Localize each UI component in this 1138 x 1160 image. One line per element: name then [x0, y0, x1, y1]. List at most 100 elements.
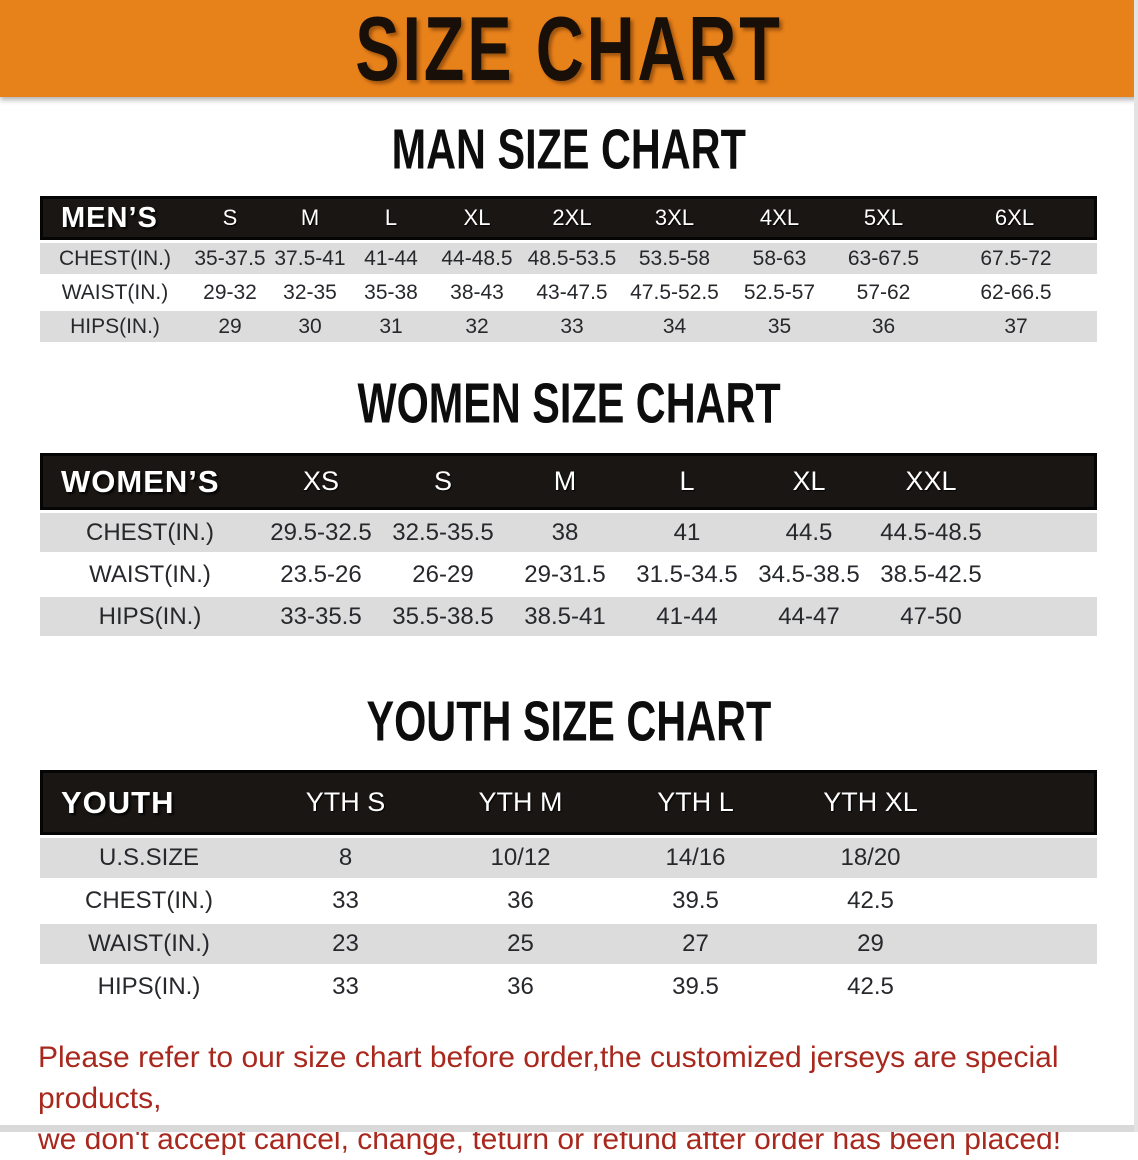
men-size-header: S	[190, 196, 270, 240]
disclaimer-note: Please refer to our size chart before or…	[38, 1037, 1102, 1160]
value-cell: 41	[626, 513, 748, 552]
youth-section-heading: YOUTH SIZE CHART	[0, 691, 1138, 752]
banner-title: SIZE CHART	[355, 0, 783, 100]
value-cell: 34	[622, 311, 727, 342]
men-size-table: MEN’S S M L XL 2XL 3XL 4XL 5XL 6XL CHEST(IN.) 35-37…	[40, 193, 1097, 345]
value-cell: 32.5-35.5	[382, 513, 504, 552]
women-section-heading-text: WOMEN SIZE CHART	[357, 371, 781, 435]
value-cell: 8	[258, 838, 433, 878]
men-size-header: 6XL	[935, 196, 1097, 240]
value-cell: 35	[727, 311, 832, 342]
women-size-header: L	[626, 453, 748, 510]
men-header-row: MEN’S S M L XL 2XL 3XL 4XL 5XL 6XL	[40, 196, 1097, 240]
men-size-header: 3XL	[622, 196, 727, 240]
women-size-header: S	[382, 453, 504, 510]
value-cell: 38	[504, 513, 626, 552]
table-row: HIPS(IN.) 33-35.5 35.5-38.5 38.5-41 41-44 44-…	[40, 597, 1097, 636]
value-cell: 29-31.5	[504, 555, 626, 594]
men-size-header: L	[350, 196, 432, 240]
value-cell: 44-48.5	[432, 243, 522, 274]
table-row: WAIST(IN.) 23 25 27 29	[40, 924, 1097, 964]
value-cell: 39.5	[608, 881, 783, 921]
bottom-edge-strip	[0, 1125, 1138, 1132]
value-cell: 41-44	[626, 597, 748, 636]
spacer-cell	[958, 770, 1097, 835]
value-cell: 18/20	[783, 838, 958, 878]
women-size-header: XS	[260, 453, 382, 510]
value-cell: 62-66.5	[935, 277, 1097, 308]
value-cell: 33	[258, 881, 433, 921]
women-size-header: XXL	[870, 453, 992, 510]
spacer-cell	[958, 838, 1097, 878]
spacer-cell	[992, 597, 1097, 636]
men-size-header: 2XL	[522, 196, 622, 240]
youth-header-row: YOUTH YTH S YTH M YTH L YTH XL	[40, 770, 1097, 835]
spacer-cell	[958, 881, 1097, 921]
women-size-header: M	[504, 453, 626, 510]
value-cell: 67.5-72	[935, 243, 1097, 274]
row-label: WAIST(IN.)	[40, 924, 258, 964]
spacer-cell	[958, 967, 1097, 1007]
men-size-header: XL	[432, 196, 522, 240]
value-cell: 44-47	[748, 597, 870, 636]
spacer-cell	[992, 555, 1097, 594]
youth-size-header: YTH S	[258, 770, 433, 835]
value-cell: 25	[433, 924, 608, 964]
value-cell: 39.5	[608, 967, 783, 1007]
table-row: CHEST(IN.) 35-37.5 37.5-41 41-44 44-48.5 48.5…	[40, 243, 1097, 274]
value-cell: 29-32	[190, 277, 270, 308]
men-section-heading: MAN SIZE CHART	[0, 119, 1138, 180]
value-cell: 14/16	[608, 838, 783, 878]
youth-size-header: YTH XL	[783, 770, 958, 835]
value-cell: 37	[935, 311, 1097, 342]
value-cell: 41-44	[350, 243, 432, 274]
value-cell: 53.5-58	[622, 243, 727, 274]
row-label: WAIST(IN.)	[40, 277, 190, 308]
spacer-cell	[992, 513, 1097, 552]
table-row: HIPS(IN.) 29 30 31 32 33 34 35 36 37	[40, 311, 1097, 342]
row-label: WAIST(IN.)	[40, 555, 260, 594]
men-size-header: 5XL	[832, 196, 935, 240]
table-row: U.S.SIZE 8 10/12 14/16 18/20	[40, 838, 1097, 878]
value-cell: 42.5	[783, 967, 958, 1007]
value-cell: 35.5-38.5	[382, 597, 504, 636]
value-cell: 43-47.5	[522, 277, 622, 308]
value-cell: 48.5-53.5	[522, 243, 622, 274]
value-cell: 47-50	[870, 597, 992, 636]
value-cell: 37.5-41	[270, 243, 350, 274]
value-cell: 35-38	[350, 277, 432, 308]
value-cell: 29	[783, 924, 958, 964]
row-label: HIPS(IN.)	[40, 311, 190, 342]
value-cell: 38-43	[432, 277, 522, 308]
youth-size-table: YOUTH YTH S YTH M YTH L YTH XL U.S.SIZE 8 10/12…	[40, 767, 1097, 1010]
row-label: CHEST(IN.)	[40, 243, 190, 274]
women-size-table: WOMEN’S XS S M L XL XXL CHEST(IN.) 29.5-32.5 32.5…	[40, 450, 1097, 639]
value-cell: 31	[350, 311, 432, 342]
value-cell: 35-37.5	[190, 243, 270, 274]
disclaimer-line-1: Please refer to our size chart before or…	[38, 1041, 1059, 1115]
value-cell: 44.5	[748, 513, 870, 552]
table-row: CHEST(IN.) 33 36 39.5 42.5	[40, 881, 1097, 921]
value-cell: 36	[832, 311, 935, 342]
value-cell: 33	[258, 967, 433, 1007]
value-cell: 23.5-26	[260, 555, 382, 594]
table-row: HIPS(IN.) 33 36 39.5 42.5	[40, 967, 1097, 1007]
value-cell: 27	[608, 924, 783, 964]
value-cell: 36	[433, 881, 608, 921]
table-row: WAIST(IN.) 29-32 32-35 35-38 38-43 43-47.5 47.…	[40, 277, 1097, 308]
value-cell: 36	[433, 967, 608, 1007]
women-header-row: WOMEN’S XS S M L XL XXL	[40, 453, 1097, 510]
youth-section-heading-text: YOUTH SIZE CHART	[366, 689, 772, 753]
table-row: WAIST(IN.) 23.5-26 26-29 29-31.5 31.5-34.5 34…	[40, 555, 1097, 594]
value-cell: 57-62	[832, 277, 935, 308]
value-cell: 23	[258, 924, 433, 964]
value-cell: 63-67.5	[832, 243, 935, 274]
value-cell: 47.5-52.5	[622, 277, 727, 308]
value-cell: 38.5-41	[504, 597, 626, 636]
value-cell: 10/12	[433, 838, 608, 878]
value-cell: 32	[432, 311, 522, 342]
men-section-heading-text: MAN SIZE CHART	[391, 117, 747, 181]
women-size-header: XL	[748, 453, 870, 510]
women-section-heading: WOMEN SIZE CHART	[0, 373, 1138, 434]
spacer-cell	[958, 924, 1097, 964]
